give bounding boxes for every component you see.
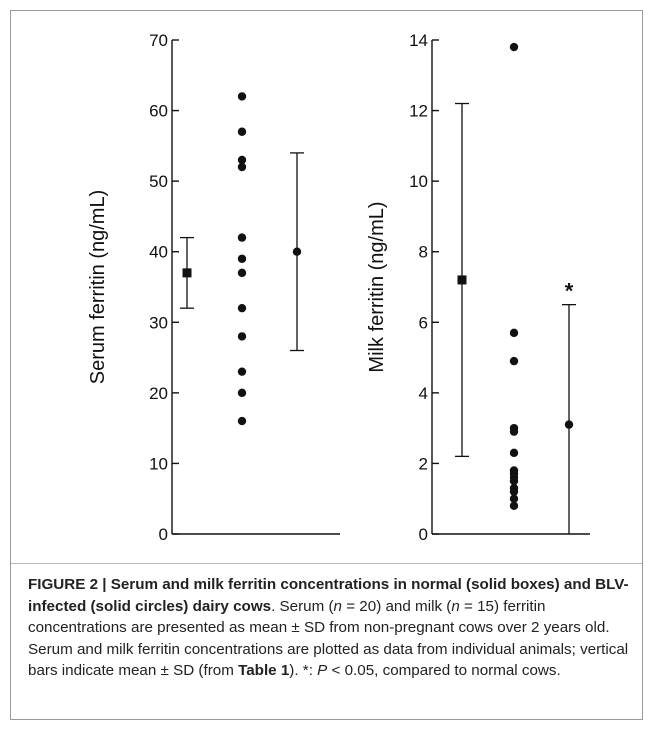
y-axis-title: Milk ferritin (ng/mL) <box>366 201 388 372</box>
y-tick-label: 50 <box>149 172 168 191</box>
significance-marker: * <box>565 279 574 304</box>
figure-frame: FIGURE 2 | Serum and milk ferritin conce… <box>10 10 643 720</box>
blv-data-point <box>237 268 247 278</box>
blv-data-point <box>237 155 247 165</box>
blv-data-point <box>237 416 247 426</box>
y-tick-label: 0 <box>159 525 168 544</box>
blv-data-point <box>509 448 519 458</box>
blv-data-point <box>509 328 519 338</box>
y-tick-label: 6 <box>419 313 428 332</box>
y-tick-label: 40 <box>149 243 168 262</box>
y-tick-label: 14 <box>409 31 428 50</box>
y-tick-label: 0 <box>419 525 428 544</box>
blv-data-point <box>509 427 519 436</box>
blv-data-point <box>237 332 247 341</box>
y-tick-label: 20 <box>149 384 168 403</box>
blv-mean-point <box>292 247 302 256</box>
blv-data-point <box>509 476 519 486</box>
y-tick-label: 12 <box>409 102 428 121</box>
y-tick-label: 4 <box>419 384 428 403</box>
blv-data-point <box>237 367 247 376</box>
blv-data-point <box>237 388 247 398</box>
blv-data-point <box>509 356 519 366</box>
blv-mean-point <box>564 420 574 429</box>
chart-milk: 0 2 4 6 8 10 12 14 Milk ferritin (ng/mL) * <box>366 31 590 544</box>
y-tick-label: 2 <box>419 454 428 473</box>
blv-data-point <box>237 162 247 172</box>
y-axis-title: Serum ferritin (ng/mL) <box>87 190 109 385</box>
normal-mean-square <box>182 268 192 278</box>
y-tick-label: 10 <box>149 454 168 473</box>
y-tick-label: 70 <box>149 31 168 50</box>
blv-data-point <box>237 92 247 101</box>
blv-data-point <box>237 254 247 263</box>
chart-serum: 0 10 20 30 40 50 60 70 Serum ferritin (ng/mL) <box>87 31 340 544</box>
y-tick-label: 30 <box>149 313 168 332</box>
y-tick-label: 60 <box>149 102 168 121</box>
figure-label: FIGURE 2 | Serum and milk ferritin conce… <box>28 576 629 615</box>
blv-data-point <box>509 501 519 510</box>
blv-data-point <box>509 487 519 496</box>
figure-caption: FIGURE 2 | Serum and milk ferritin conce… <box>28 576 629 679</box>
caption-separator <box>11 563 642 564</box>
y-tick-label: 8 <box>419 243 428 262</box>
blv-data-point <box>509 494 519 503</box>
y-tick-label: 10 <box>409 172 428 191</box>
blv-data-point <box>237 303 247 313</box>
blv-data-point <box>237 233 247 242</box>
blv-data-point <box>509 42 519 52</box>
normal-mean-square <box>457 275 467 285</box>
table-reference: Table 1 <box>238 662 290 679</box>
blv-data-point <box>237 127 247 136</box>
